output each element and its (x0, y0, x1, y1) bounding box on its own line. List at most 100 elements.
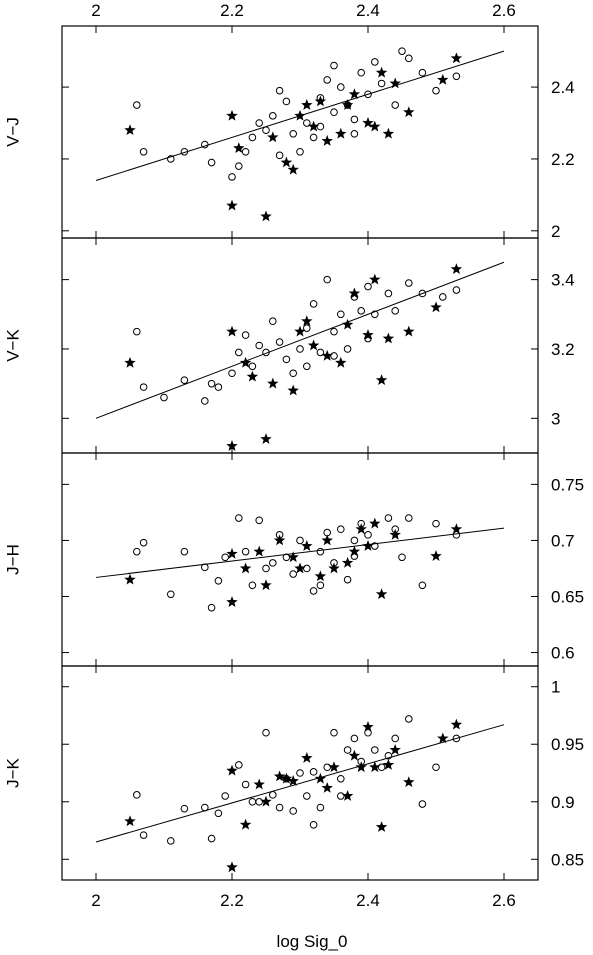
data-point-star (382, 332, 395, 344)
y-tick-label: 3 (551, 409, 560, 428)
data-point-circle (371, 58, 379, 66)
data-point-circle (207, 834, 216, 843)
data-point-circle (275, 803, 284, 812)
data-point-star (375, 821, 388, 832)
data-point-star (348, 287, 361, 299)
data-point-star (260, 795, 272, 807)
data-point-circle (452, 286, 461, 294)
data-point-star (239, 356, 252, 368)
data-point-star (369, 120, 381, 132)
data-point-circle (248, 362, 257, 371)
data-point-circle (296, 345, 304, 353)
panel-3: 0.6 0.65 0.7 0.75 J−H (3, 452, 584, 667)
y-axis-title: V−K (3, 329, 22, 362)
data-point-star (307, 120, 320, 132)
data-point-circle (282, 553, 291, 562)
y-tick-label: 1 (551, 678, 560, 697)
data-point-star (382, 127, 395, 139)
data-point-circle (235, 162, 243, 170)
data-point-star (450, 523, 463, 535)
data-point-star (362, 329, 374, 340)
data-point-circle (377, 79, 386, 88)
y-tick-label: 0.75 (551, 475, 584, 494)
y-axis-title: J−H (3, 544, 22, 575)
y-axis-title: J−K (3, 757, 22, 787)
data-point-star (239, 562, 252, 574)
data-point-circle (289, 369, 298, 378)
data-point-star (341, 99, 354, 110)
data-point-circle (405, 514, 413, 522)
panel-4: 0.85 0.9 0.95 1 J−K (3, 665, 584, 881)
fit-line (95, 527, 505, 578)
data-point-circle (309, 768, 318, 776)
data-point-circle (139, 831, 148, 839)
data-point-star (450, 52, 463, 64)
data-point-star (328, 761, 340, 773)
data-point-circle (214, 383, 223, 391)
data-point-circle (330, 108, 338, 117)
data-point-circle (309, 820, 318, 829)
data-point-circle (139, 147, 148, 156)
data-point-star (403, 106, 415, 118)
data-point-star (260, 210, 272, 222)
data-point-circle (167, 837, 175, 845)
data-point-circle (343, 575, 352, 584)
data-point-star (430, 550, 442, 561)
data-point-star (287, 551, 299, 563)
data-point-circle (133, 547, 141, 556)
data-point-circle (330, 352, 338, 360)
x-tick-label-top: 2.4 (356, 1, 380, 20)
data-point-circle (269, 112, 277, 120)
data-point-star (307, 339, 320, 351)
data-point-circle (330, 327, 338, 336)
data-point-star (375, 66, 388, 78)
data-point-circle (248, 133, 257, 142)
data-point-circle (235, 348, 243, 357)
data-point-star (226, 764, 238, 776)
data-point-circle (439, 293, 447, 301)
data-point-circle (296, 147, 304, 156)
data-point-circle (337, 310, 345, 319)
data-point-circle (337, 792, 345, 800)
data-point-circle (275, 86, 284, 95)
data-point-star (348, 88, 361, 100)
data-point-circle (303, 119, 311, 127)
data-point-circle (275, 338, 284, 346)
data-point-circle (214, 577, 223, 585)
data-point-star (124, 124, 136, 136)
data-point-star (301, 315, 313, 327)
x-tick-label-top: 2 (91, 1, 100, 20)
data-point-circle (269, 791, 277, 799)
data-point-star (348, 545, 361, 557)
data-point-star (226, 861, 238, 873)
data-point-circle (357, 68, 366, 77)
data-point-circle (303, 362, 311, 371)
data-point-circle (418, 68, 427, 77)
data-point-star (301, 99, 313, 110)
data-point-circle (289, 570, 298, 578)
data-point-star (403, 776, 415, 788)
data-point-star (321, 534, 333, 546)
x-axis-title: log Sig_0 (277, 932, 348, 951)
data-point-circle (330, 61, 338, 70)
data-point-star (267, 131, 279, 143)
data-point-circle (180, 804, 189, 813)
data-point-circle (228, 369, 236, 378)
data-point-circle (207, 158, 216, 167)
data-point-star (294, 109, 306, 121)
data-point-circle (377, 763, 386, 772)
data-point-circle (398, 47, 406, 55)
data-point-star (430, 301, 442, 313)
data-point-circle (282, 97, 291, 106)
data-point-star (124, 356, 136, 368)
panel-1: 2 2.2 2.4 V−J (3, 25, 575, 241)
y-tick-label: 2.4 (551, 78, 575, 97)
data-point-circle (405, 279, 413, 287)
data-point-circle (201, 140, 209, 149)
data-point-star (321, 134, 333, 146)
data-point-circle (275, 151, 284, 160)
data-point-circle (289, 129, 298, 138)
x-tick-label-bottom: 2.4 (356, 891, 380, 910)
x-tick-label-bottom: 2.2 (220, 891, 244, 910)
